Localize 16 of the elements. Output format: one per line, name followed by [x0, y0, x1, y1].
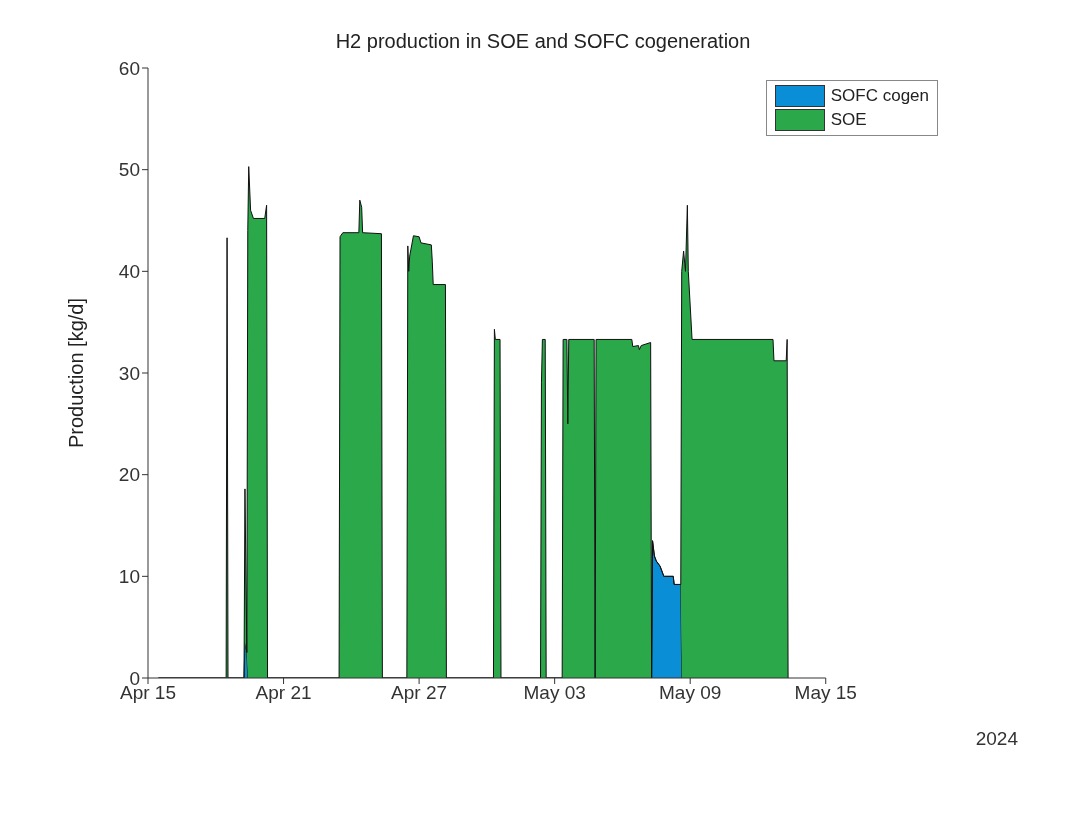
y-axis-title: Production [kg/d] — [65, 297, 88, 449]
y-tick-label: 50 — [118, 159, 140, 181]
text: 2024 — [975, 728, 1018, 750]
legend-label: SOE — [830, 110, 867, 130]
legend-label: SOFC cogen — [830, 86, 929, 106]
x-tick-label: Apr 21 — [255, 682, 312, 704]
y-tick-label: 20 — [118, 464, 140, 486]
y-tick-label: 10 — [118, 566, 140, 588]
y-tick-label: 40 — [118, 261, 140, 283]
y-tick-label: 30 — [118, 362, 140, 384]
x-tick-label: May 15 — [794, 682, 857, 704]
x-tick-label: May 09 — [659, 682, 722, 704]
x-tick-label: May 03 — [523, 682, 586, 704]
y-tick-label: 60 — [118, 57, 140, 79]
chart-title: H2 production in SOE and SOFC cogeneration — [334, 30, 752, 53]
x-tick-label: Apr 27 — [391, 682, 448, 704]
